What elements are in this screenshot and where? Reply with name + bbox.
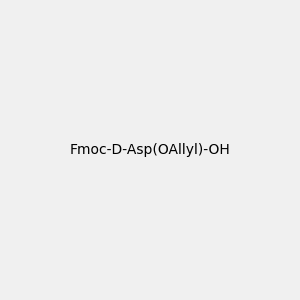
Text: Fmoc-D-Asp(OAllyl)-OH: Fmoc-D-Asp(OAllyl)-OH bbox=[70, 143, 230, 157]
